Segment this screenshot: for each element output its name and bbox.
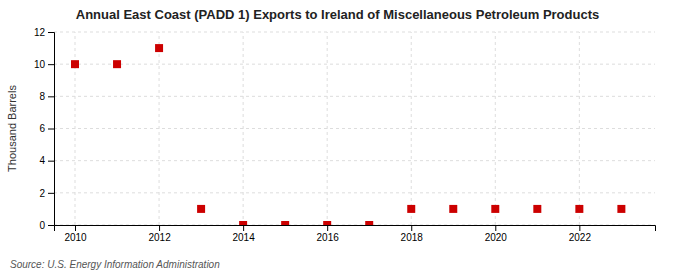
point [155, 44, 163, 52]
point [365, 221, 373, 225]
tick-mark [495, 225, 496, 231]
x-axis: 2010 2012 2014 2016 2018 2020 2022 [55, 225, 656, 243]
tick: 4 [39, 155, 54, 166]
tick: 2018 [401, 225, 424, 243]
tick-mark [48, 64, 54, 65]
tick-label: 8 [39, 91, 45, 102]
tick-mark [411, 225, 412, 231]
tick-mark [327, 225, 328, 231]
tick: 0 [39, 220, 54, 231]
tick: 2016 [317, 225, 340, 243]
tick-label: 4 [39, 155, 45, 166]
tick: 10 [34, 59, 54, 70]
tick-mark [48, 161, 54, 162]
grid-line [54, 96, 655, 97]
y-axis: 0 2 4 6 8 10 12 [34, 27, 55, 231]
tick-label: 12 [34, 27, 46, 38]
grid-line [327, 32, 328, 225]
point [113, 60, 121, 68]
tick-mark [48, 193, 54, 194]
point [281, 221, 289, 225]
grid-line [495, 32, 496, 225]
tick-label: 2014 [233, 232, 256, 243]
point [617, 205, 625, 213]
tick-label: 2010 [64, 232, 87, 243]
tick-label: 2 [39, 188, 45, 199]
point [197, 205, 205, 213]
tick-label: 6 [39, 123, 45, 134]
tick-label: 2012 [148, 232, 171, 243]
y-axis-label: Thousand Barrels [6, 85, 18, 172]
axis-line [55, 226, 656, 232]
tick-mark [48, 96, 54, 97]
grid-line [579, 32, 580, 225]
tick-label: 0 [39, 220, 45, 231]
tick: 6 [39, 123, 54, 134]
tick-label: 2020 [485, 232, 508, 243]
point [575, 205, 583, 213]
grid-line [54, 192, 655, 193]
tick-mark [75, 225, 76, 231]
point [71, 60, 79, 68]
tick-mark [48, 225, 54, 226]
tick-label: 2018 [401, 232, 424, 243]
grid-line [411, 32, 412, 225]
point [491, 205, 499, 213]
grid-line [243, 32, 244, 225]
tick: 8 [39, 91, 54, 102]
chart: Annual East Coast (PADD 1) Exports to Ir… [0, 0, 675, 275]
tick: 2 [39, 188, 54, 199]
tick: 2014 [233, 225, 256, 243]
tick-label: 10 [34, 59, 46, 70]
point [449, 205, 457, 213]
grid-line [54, 128, 655, 129]
grid-line [54, 64, 655, 65]
grid [54, 32, 655, 225]
title: Annual East Coast (PADD 1) Exports to Ir… [76, 7, 599, 22]
tick-mark [48, 129, 54, 130]
tick: 12 [34, 27, 54, 38]
tick: 2022 [569, 225, 592, 243]
tick: 2020 [485, 225, 508, 243]
grid-line [54, 160, 655, 161]
grid-line [159, 32, 160, 225]
tick-mark [579, 225, 580, 231]
axis-line [48, 33, 55, 226]
tick: 2012 [148, 225, 171, 243]
tick: 2010 [64, 225, 87, 243]
points [71, 44, 625, 225]
point [533, 205, 541, 213]
tick-mark [159, 225, 160, 231]
point [239, 221, 247, 225]
point [407, 205, 415, 213]
tick-label: 2022 [569, 232, 592, 243]
source: Source: U.S. Energy Information Administ… [10, 259, 220, 270]
tick-label: 2016 [317, 232, 340, 243]
grid-line [54, 32, 655, 33]
tick-mark [243, 225, 244, 231]
tick-mark [48, 32, 54, 33]
point [323, 221, 331, 225]
